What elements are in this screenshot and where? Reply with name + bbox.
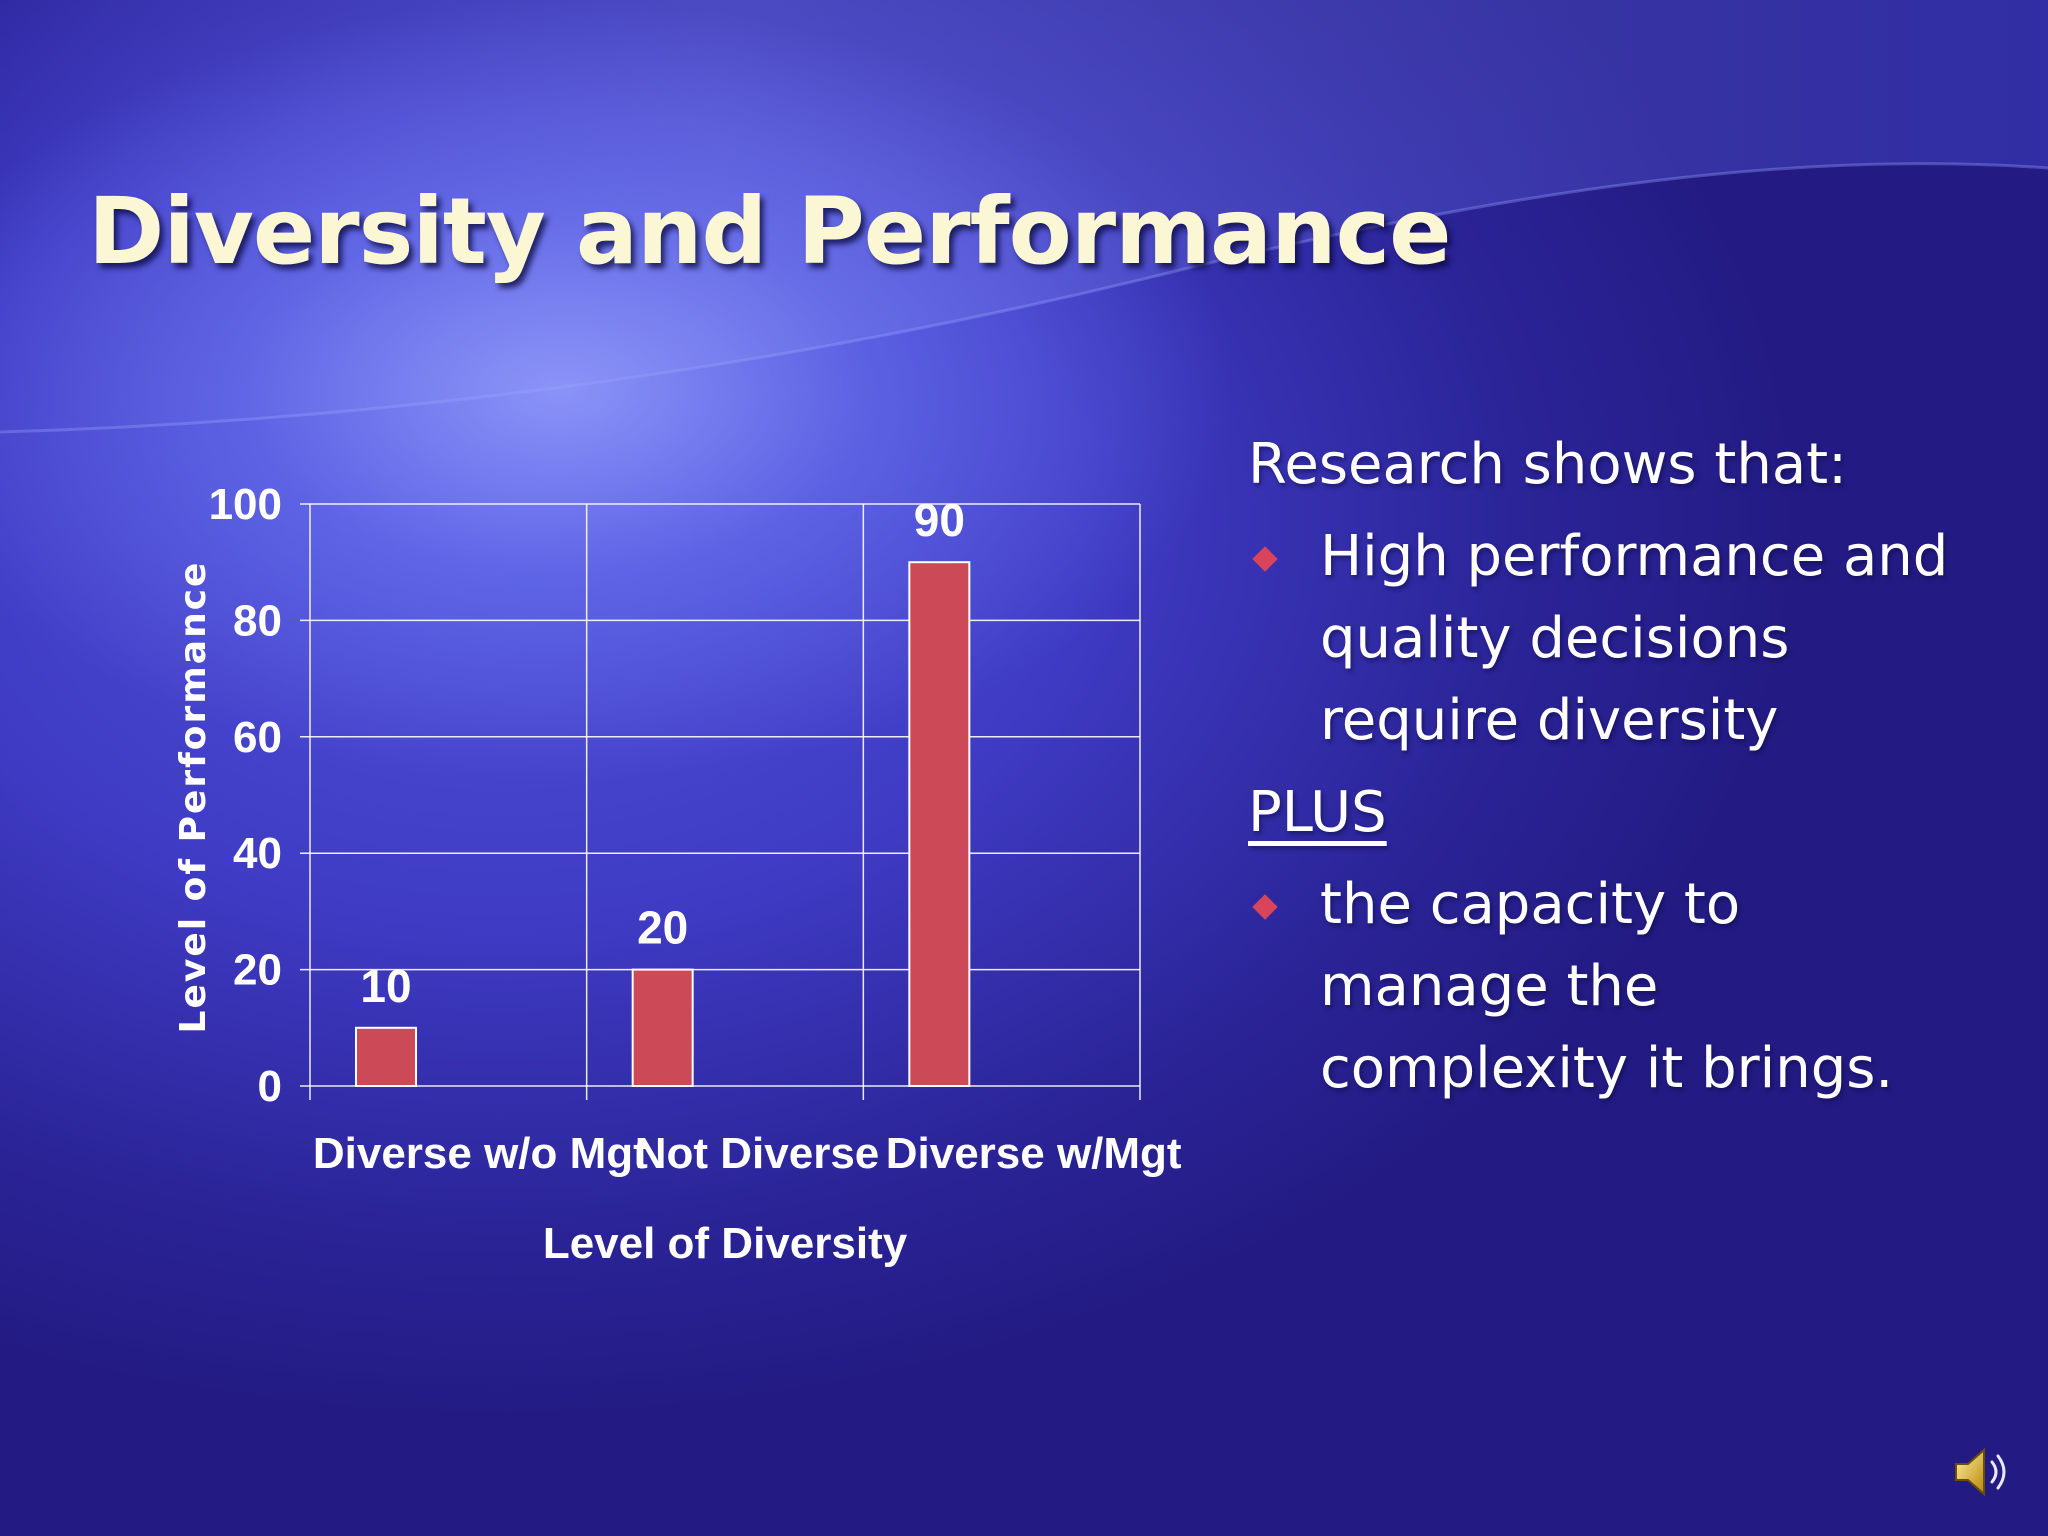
bar [631, 968, 694, 1087]
intro-text: Research shows that: [1248, 432, 1847, 497]
plus-label: PLUS [1248, 780, 1387, 845]
bullet1-line: quality decisions [1320, 606, 1790, 671]
y-tick-label: 80 [233, 596, 282, 645]
y-tick-label: 0 [258, 1062, 282, 1111]
bar [355, 1026, 417, 1088]
bar [908, 561, 971, 1087]
data-label: 20 [637, 902, 688, 954]
category-label: Not Diverse [635, 1129, 880, 1178]
bullet2-line: complexity it brings. [1320, 1036, 1894, 1101]
y-tick-label: 60 [233, 713, 282, 762]
y-tick-label: 100 [209, 480, 282, 529]
data-label: 90 [914, 494, 965, 546]
bullet-item-1: High performance and quality decisions r… [1248, 516, 2028, 762]
y-axis-title: Level of Performance [173, 561, 214, 1034]
bullet2-line: the capacity to [1320, 872, 1741, 937]
diamond-bullet-icon [1252, 894, 1278, 920]
bullet2-line: manage the [1320, 954, 1659, 1019]
slide-title: Diversity and Performance [88, 178, 1452, 285]
category-label: Diverse w/o Mgt [313, 1129, 648, 1178]
bullet1-line: require diversity [1320, 688, 1779, 753]
diamond-bullet-icon [1252, 546, 1278, 572]
y-tick-label: 40 [233, 829, 282, 878]
data-label: 10 [360, 960, 411, 1012]
category-label: Diverse w/Mgt [886, 1129, 1182, 1178]
x-axis-title: Level of Diversity [543, 1219, 908, 1268]
text-panel: Research shows that: High performance an… [1248, 424, 2028, 1110]
speaker-icon[interactable] [1952, 1442, 2018, 1502]
bullet1-line: High performance and [1320, 524, 1949, 589]
y-tick-label: 20 [233, 946, 282, 995]
bullet-item-2: the capacity to manage the complexity it… [1248, 864, 2028, 1110]
